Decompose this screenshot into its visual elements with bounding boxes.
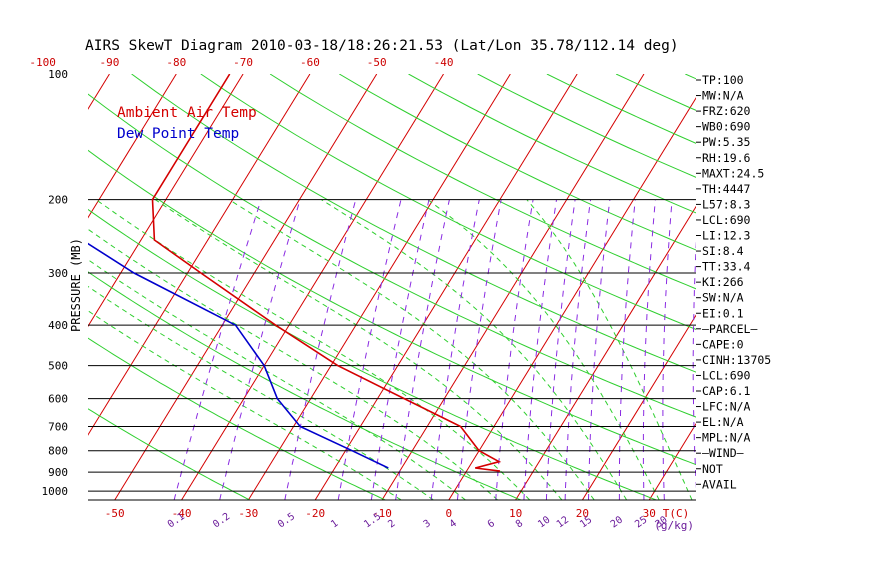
bottom-temp-tick-label: -50 — [105, 507, 125, 520]
pressure-tick-label: 1000 — [42, 485, 69, 498]
index-entry: PW:5.35 — [702, 135, 750, 149]
dry-adiabat-line — [755, 74, 870, 500]
mixing-ratio-line — [643, 200, 655, 500]
mixing-ratio-line — [338, 200, 401, 500]
pressure-tick-label: 400 — [48, 319, 68, 332]
pressure-tick-label: 300 — [48, 267, 68, 280]
mixing-ratio-tick-label: 8 — [514, 518, 525, 530]
index-entry: MPL:N/A — [702, 431, 751, 445]
mixing-ratio-line — [524, 200, 557, 500]
top-temp-tick-label: -100 — [29, 56, 56, 69]
mixing-ratio-line — [220, 200, 300, 500]
bottom-temp-tick-label: 10 — [509, 507, 522, 520]
isotherm-line — [315, 74, 577, 500]
index-entry: LFC:N/A — [702, 400, 751, 414]
index-entry: —WIND— — [702, 446, 744, 460]
index-entry: RH:19.6 — [702, 151, 751, 165]
pressure-tick-label: 800 — [48, 445, 68, 458]
mixing-ratio-line — [457, 200, 501, 500]
pressure-tick-label: 100 — [48, 68, 68, 81]
isotherm-line — [382, 74, 644, 500]
mixing-ratio-tick-label: 0.5 — [276, 511, 297, 530]
pressure-tick-label: 600 — [48, 393, 68, 406]
mixing-ratio-tick-label: 10 — [536, 515, 552, 531]
index-entry: L57:8.3 — [702, 197, 751, 211]
index-entry: LCL:690 — [702, 213, 751, 227]
pressure-tick-label: 200 — [48, 194, 68, 207]
mixing-ratio-tick-label: 3 — [422, 518, 433, 530]
top-temp-tick-label: -90 — [100, 56, 120, 69]
index-entry: KI:266 — [702, 275, 744, 289]
index-entry: LI:12.3 — [702, 229, 751, 243]
pressure-tick-label: 900 — [48, 466, 68, 479]
pressure-tick-label: 500 — [48, 360, 68, 373]
isotherm-line — [649, 74, 870, 500]
index-entry: LCL:690 — [702, 368, 751, 382]
index-entry: MAXT:24.5 — [702, 166, 764, 180]
index-entry: CAPE:0 — [702, 337, 744, 351]
dry-adiabat-line — [201, 74, 870, 500]
mixing-ratio-tick-label: 6 — [486, 518, 497, 530]
mixing-ratio-tick-label: 4 — [448, 518, 459, 530]
mixing-ratio-line — [693, 200, 699, 500]
index-entry: TH:4447 — [702, 182, 751, 196]
moist-adiabat-line — [48, 200, 498, 500]
dry-adiabat-line — [0, 74, 656, 500]
index-entry: NOT — [702, 462, 723, 476]
top-temp-tick-label: -40 — [434, 56, 454, 69]
index-entry: EI:0.1 — [702, 306, 744, 320]
index-entry: MW:N/A — [702, 89, 744, 103]
mixing-ratio-line — [371, 200, 429, 500]
isotherm-line — [0, 74, 43, 500]
index-entry: CINH:13705 — [702, 353, 771, 367]
mixing-ratio-line — [619, 200, 635, 500]
bottom-temp-tick-label: -20 — [305, 507, 325, 520]
index-entry: SW:N/A — [702, 291, 744, 305]
top-temp-tick-label: -50 — [367, 56, 387, 69]
top-temp-tick-label: -60 — [300, 56, 320, 69]
mixing-ratio-tick-label: 2 — [386, 518, 397, 530]
index-entry: CAP:6.1 — [702, 384, 751, 398]
mixing-ratio-tick-label: 0.2 — [211, 511, 232, 530]
index-entry: —PARCEL— — [702, 322, 757, 336]
isotherm-line — [449, 74, 711, 500]
dry-adiabat-line — [270, 74, 870, 500]
bottom-temp-tick-label: -30 — [238, 507, 258, 520]
y-axis-label: PRESSURE (MB) — [69, 238, 83, 332]
dry-adiabat-line — [478, 74, 870, 500]
index-entry: FRZ:620 — [702, 104, 751, 118]
top-temp-tick-label: -70 — [233, 56, 253, 69]
index-entry: SI:8.4 — [702, 244, 744, 258]
legend-ambient-air-temp: Ambient Air Temp — [117, 105, 257, 121]
index-entry: EL:N/A — [702, 415, 744, 429]
dry-adiabat-line — [824, 74, 870, 500]
index-entry: WB0:690 — [702, 120, 751, 134]
pressure-tick-label: 700 — [48, 421, 68, 434]
top-temp-tick-label: -80 — [166, 56, 186, 69]
moist-adiabat-line — [527, 200, 692, 500]
index-entry: TP:100 — [702, 73, 744, 87]
index-entry: AVAIL — [702, 477, 737, 491]
isotherm-line — [0, 74, 109, 500]
mixing-ratio-tick-label: 12 — [555, 515, 571, 531]
index-entry: TT:33.4 — [702, 260, 751, 274]
legend-dew-point-temp: Dew Point Temp — [117, 126, 239, 142]
dry-adiabat-line — [409, 74, 870, 500]
chart-title: AIRS SkewT Diagram 2010-03-18/18:26:21.5… — [85, 38, 679, 54]
mixing-ratio-tick-label: 1 — [329, 518, 340, 530]
mixing-ratio-tick-label: 20 — [609, 515, 625, 531]
